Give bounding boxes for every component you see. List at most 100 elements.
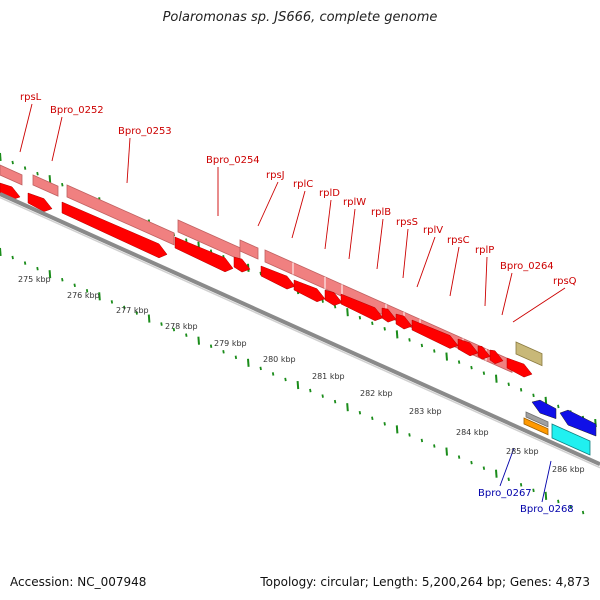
gene-arrow-rplP <box>457 338 479 357</box>
gene-arrow-Bpro_0268 <box>559 409 597 437</box>
outer-minor-tick <box>371 321 374 326</box>
gene-arrow-Bpro_0267 <box>531 399 557 420</box>
backbone-line-outer <box>0 192 600 467</box>
inner-minor-tick <box>23 261 27 265</box>
inner-minor-tick <box>507 477 510 482</box>
inner-minor-tick <box>110 300 114 304</box>
inner-minor-tick <box>532 488 535 493</box>
outer-minor-tick <box>507 382 510 387</box>
inner-major-tick <box>0 247 2 257</box>
inner-major-tick <box>48 270 52 279</box>
gene-arrow-Bpro_0253 <box>61 201 168 259</box>
gene-label-rpsQ: rpsQ <box>553 276 577 287</box>
map-title: Polaromonas sp. JS666, complete genome <box>162 10 438 25</box>
inner-major-tick <box>445 447 448 456</box>
outer-minor-tick <box>557 404 560 409</box>
outer-minor-tick <box>457 360 461 364</box>
outer-major-tick <box>495 374 498 383</box>
gene-arrow-rpsS <box>381 307 397 323</box>
outer-major-tick <box>346 308 349 317</box>
inner-minor-tick <box>135 311 138 315</box>
outer-minor-tick <box>433 349 436 353</box>
leader-line-rpsJ <box>257 181 279 227</box>
inner-minor-tick <box>259 366 262 371</box>
inner-minor-tick <box>333 399 337 404</box>
outer-major-tick <box>48 175 52 184</box>
gene-arrow-Bpro_0252 <box>27 192 53 212</box>
inner-minor-tick <box>519 483 523 487</box>
kbp-label: 277 kbp <box>116 306 149 315</box>
inner-minor-tick <box>284 377 287 382</box>
inner-minor-tick <box>172 327 176 332</box>
inner-minor-tick <box>569 505 572 509</box>
outer-minor-tick <box>519 388 523 392</box>
inner-major-tick <box>296 380 300 390</box>
leader-line-rpsS <box>402 228 409 279</box>
outer-minor-tick <box>11 160 14 165</box>
feature-track <box>0 164 597 456</box>
kbp-label: 280 kbp <box>263 355 296 364</box>
gene-label-rpsJ: rpsJ <box>266 170 285 181</box>
outer-minor-tick <box>470 365 473 370</box>
gene-label-rplV: rplV <box>423 225 443 236</box>
kbp-label: 285 kbp <box>506 447 539 456</box>
inner-minor-tick <box>309 388 312 393</box>
cds-band-5 <box>239 239 259 260</box>
gene-arrow-rplV <box>395 313 413 330</box>
gene-label-Bpro_0254: Bpro_0254 <box>206 155 260 166</box>
inner-minor-tick <box>482 466 486 470</box>
gene-arrow-rplB <box>340 293 384 321</box>
inner-minor-tick <box>234 355 238 360</box>
outer-minor-tick <box>532 393 535 398</box>
inner-major-tick <box>147 314 151 323</box>
inner-minor-tick <box>271 372 275 376</box>
inner-minor-tick <box>581 510 585 515</box>
outer-minor-tick <box>185 238 188 242</box>
inner-minor-tick <box>420 438 424 443</box>
kbp-label: 286 kbp <box>552 465 585 474</box>
gene-label-Bpro_0264: Bpro_0264 <box>500 261 554 272</box>
inner-minor-tick <box>61 277 64 282</box>
inner-minor-tick <box>321 394 324 398</box>
kbp-label: 282 kbp <box>360 389 393 398</box>
kbp-scale-labels: 275 kbp 276 kbp 277 kbp 278 kbp 279 kbp 280 k… <box>18 275 585 474</box>
inner-minor-tick <box>358 410 362 415</box>
leader-line-Bpro_0264 <box>501 272 513 316</box>
cds-band-1 <box>0 164 23 186</box>
gene-arrow-rpsJ <box>233 256 251 273</box>
inner-minor-tick <box>222 350 225 354</box>
leader-line-rplW <box>348 208 356 260</box>
outer-major-tick <box>445 352 448 361</box>
gene-label-rplW: rplW <box>343 197 366 208</box>
outer-minor-tick <box>333 304 337 309</box>
inner-minor-tick <box>383 422 386 426</box>
leader-line-rpsQ <box>512 287 566 323</box>
inner-minor-tick <box>371 416 374 421</box>
topology-text: Topology: circular; Length: 5,200,264 bp… <box>260 575 590 589</box>
inner-minor-tick <box>85 289 89 293</box>
leader-line-Bpro_0268 <box>541 460 552 503</box>
gene-label-rplP: rplP <box>475 245 494 256</box>
inner-minor-tick <box>123 305 126 310</box>
kbp-label: 281 kbp <box>312 372 345 381</box>
inner-minor-tick <box>433 444 436 448</box>
cds-band-2 <box>32 174 59 197</box>
kbp-label: 276 kbp <box>67 291 100 300</box>
inner-minor-tick <box>36 266 39 271</box>
outer-major-tick <box>395 330 399 339</box>
leader-line-rpsL <box>19 103 33 153</box>
orange-feature <box>523 417 549 436</box>
inner-major-tick <box>98 292 101 301</box>
cds-band-3 <box>66 184 175 246</box>
inner-major-tick <box>544 491 548 500</box>
inner-minor-tick <box>408 433 411 437</box>
inner-major-tick <box>395 425 399 434</box>
gene-label-Bpro_0268: Bpro_0268 <box>520 504 574 515</box>
outer-minor-tick <box>321 299 324 303</box>
gene-arrow-rpsQ <box>489 349 504 365</box>
gene-label-Bpro_0252: Bpro_0252 <box>50 105 104 116</box>
outer-minor-tick <box>420 343 424 348</box>
leader-line-rplC <box>291 190 306 239</box>
outer-minor-tick <box>383 327 386 331</box>
grey-feature <box>525 411 549 428</box>
